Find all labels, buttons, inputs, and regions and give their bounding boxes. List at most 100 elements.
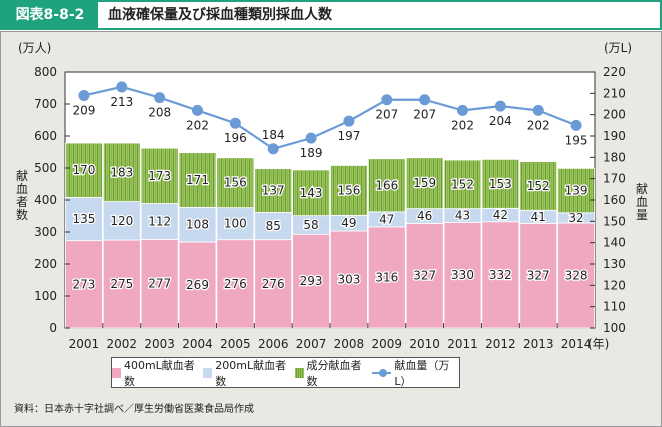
bar-400ml-label: 277 xyxy=(148,277,171,291)
bar-200ml-label: 108 xyxy=(186,218,209,232)
right-tick-label: 180 xyxy=(603,150,626,164)
volume-label: 195 xyxy=(565,133,588,147)
figure-title: 血液確保量及び採血種類別採血人数 xyxy=(108,7,332,23)
volume-marker xyxy=(154,92,166,104)
volume-marker xyxy=(116,81,128,93)
bar-200ml-label: 41 xyxy=(531,210,546,224)
bar-200ml-label: 58 xyxy=(303,218,318,232)
volume-marker xyxy=(381,94,393,106)
left-axis-unit: (万人) xyxy=(18,41,51,55)
bar-component xyxy=(330,165,368,216)
x-tick-label: 2012 xyxy=(485,337,516,351)
bar-200ml-label: 120 xyxy=(110,214,133,228)
left-tick-label: 700 xyxy=(34,97,57,111)
volume-marker xyxy=(457,104,468,116)
bar-component-label: 166 xyxy=(375,178,398,192)
figure-label: 図表8-8-2 xyxy=(2,2,98,28)
bar-400ml xyxy=(216,239,255,329)
bar-400ml xyxy=(65,240,103,329)
bar-component xyxy=(481,158,520,209)
volume-marker xyxy=(494,100,506,112)
volume-label: 213 xyxy=(110,95,133,109)
bar-400ml xyxy=(178,241,217,329)
legend-item-component: 成分献血者数 xyxy=(294,357,366,389)
volume-label: 202 xyxy=(186,118,209,132)
volume-label: 207 xyxy=(413,108,436,122)
bar-400ml-label: 293 xyxy=(300,274,323,288)
left-tick-label: 400 xyxy=(34,193,57,207)
volume-marker xyxy=(419,94,431,106)
bar-component-label: 156 xyxy=(337,183,360,197)
bar-400ml-label: 276 xyxy=(262,277,285,291)
bar-200ml-label: 112 xyxy=(148,214,171,228)
right-tick-label: 190 xyxy=(603,129,626,143)
left-axis-label: 献血者数 xyxy=(16,168,28,222)
left-tick-label: 500 xyxy=(34,161,57,175)
bar-400ml-label: 328 xyxy=(565,269,588,283)
bar-200ml xyxy=(102,201,141,241)
volume-label: 184 xyxy=(262,128,285,142)
bar-component-label: 156 xyxy=(224,176,247,190)
volume-marker xyxy=(305,132,317,144)
left-axis-label-char: 献 xyxy=(16,168,28,183)
x-tick-label: 2014 xyxy=(561,337,592,351)
volume-label: 196 xyxy=(224,131,247,145)
figure-header: 図表8-8-2 血液確保量及び採血種類別採血人数 xyxy=(0,0,662,30)
volume-marker xyxy=(267,143,279,155)
legend-item-400ml: 400mL献血者数 xyxy=(112,357,197,389)
bar-400ml xyxy=(367,226,406,329)
x-tick-label: 2002 xyxy=(107,337,138,351)
bar-component-label: 139 xyxy=(565,184,588,198)
bar-component xyxy=(102,142,141,202)
bar-200ml-label: 135 xyxy=(72,212,95,226)
bar-400ml-label: 327 xyxy=(413,269,436,283)
x-axis-unit: (年) xyxy=(588,337,609,351)
bar-200ml xyxy=(140,203,179,240)
bar-component xyxy=(557,167,595,214)
x-tick-label: 2011 xyxy=(447,337,478,351)
bar-400ml-label: 269 xyxy=(186,278,209,292)
bar-200ml-label: 49 xyxy=(341,216,356,230)
bar-400ml-label: 275 xyxy=(110,277,133,291)
bar-component xyxy=(65,142,103,198)
bar-200ml-label: 47 xyxy=(379,212,394,226)
volume-label: 202 xyxy=(527,118,550,132)
legend-label: 400mL献血者数 xyxy=(123,358,195,388)
legend: 400mL献血者数 200mL献血者数 成分献血者数 献血量（万L） xyxy=(111,357,460,388)
bar-component-label: 159 xyxy=(413,176,436,190)
right-axis-label: 献血量 xyxy=(636,181,648,222)
bar-200ml-label: 85 xyxy=(266,219,281,233)
volume-marker xyxy=(78,89,90,101)
bar-400ml-label: 276 xyxy=(224,277,247,291)
bar-component-label: 137 xyxy=(262,184,285,198)
x-tick-label: 2010 xyxy=(409,337,440,351)
left-tick-label: 200 xyxy=(34,257,57,271)
bar-400ml xyxy=(557,222,595,329)
legend-item-volume: 献血量（万L） xyxy=(371,357,459,389)
bar-400ml xyxy=(405,222,444,329)
right-tick-label: 140 xyxy=(603,236,626,250)
right-tick-label: 100 xyxy=(603,321,626,335)
bar-400ml xyxy=(481,221,520,329)
right-axis-unit: (万L) xyxy=(604,41,632,55)
bar-component xyxy=(140,147,179,204)
bar-component-label: 171 xyxy=(186,173,209,187)
left-tick-label: 100 xyxy=(34,289,57,303)
bar-400ml-label: 327 xyxy=(527,269,550,283)
bar-component-label: 153 xyxy=(489,177,512,191)
bar-component xyxy=(367,158,406,213)
bar-400ml-label: 273 xyxy=(72,277,95,291)
x-tick-label: 2013 xyxy=(523,337,554,351)
x-tick-label: 2005 xyxy=(220,337,251,351)
right-tick-label: 210 xyxy=(603,86,626,100)
right-axis-label-char: 献 xyxy=(636,181,648,196)
x-tick-label: 2009 xyxy=(372,337,403,351)
legend-swatch-400ml xyxy=(112,367,121,378)
bar-component-label: 152 xyxy=(451,177,474,191)
volume-label: 197 xyxy=(337,129,360,143)
right-axis-label-char: 量 xyxy=(636,208,648,222)
left-axis-label-char: 血 xyxy=(16,182,28,196)
right-tick-label: 110 xyxy=(603,300,626,314)
bar-component xyxy=(292,169,330,217)
